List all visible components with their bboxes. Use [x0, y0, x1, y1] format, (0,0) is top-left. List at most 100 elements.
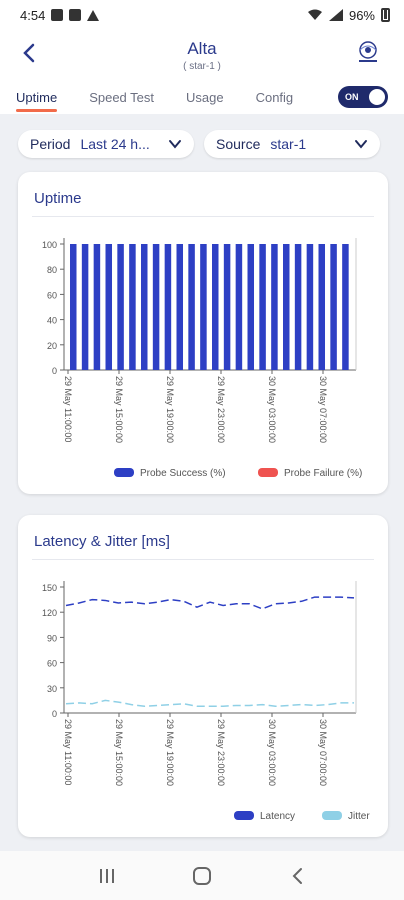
logo-icon[interactable] [354, 38, 382, 66]
uptime-bar [70, 244, 77, 370]
latency-card: Latency & Jitter [ms] 0 30 60 90 120 150 29 Ma… [18, 515, 388, 837]
uptime-bar [271, 244, 278, 370]
period-value: Last 24 h... [80, 136, 150, 152]
x-tick-label: 30 May 07:00:00 [318, 719, 328, 786]
y-tick-label: 90 [47, 633, 57, 643]
x-tick-label: 30 May 07:00:00 [318, 376, 328, 443]
legend-label: Latency [260, 811, 295, 822]
uptime-bar [247, 244, 255, 370]
notification-icon [69, 9, 82, 21]
uptime-bar [141, 244, 148, 370]
tab-bar: Uptime Speed Test Usage Config ON [0, 80, 404, 114]
uptime-bar [164, 244, 172, 370]
uptime-bar [306, 244, 314, 370]
y-tick-label: 40 [47, 316, 57, 326]
tab-speed-test[interactable]: Speed Test [89, 90, 154, 105]
x-tick-label: 29 May 15:00:00 [114, 376, 124, 443]
legend-swatch [322, 811, 342, 820]
latency-chart: 0 30 60 90 120 150 29 May 11:00:00 29 May 15:00… [42, 581, 370, 822]
legend-label: Probe Success (%) [140, 468, 226, 479]
uptime-bar [117, 244, 124, 370]
x-tick-label: 29 May 15:00:00 [114, 719, 124, 786]
card-divider [32, 216, 374, 217]
y-tick-label: 60 [47, 290, 57, 300]
x-tick-label: 29 May 23:00:00 [216, 376, 226, 443]
x-tick-label: 29 May 19:00:00 [165, 376, 175, 443]
source-select[interactable]: Source star-1 [204, 130, 380, 158]
tab-config[interactable]: Config [255, 90, 294, 105]
latency-line [65, 596, 355, 610]
system-nav-bar [0, 851, 404, 900]
uptime-bar [294, 244, 302, 370]
legend-swatch [258, 468, 278, 477]
uptime-bar [223, 244, 231, 370]
x-tick-label: 29 May 23:00:00 [216, 719, 226, 786]
uptime-bar [330, 244, 337, 370]
back-icon [292, 867, 302, 884]
y-tick-label: 150 [42, 583, 57, 593]
tab-uptime[interactable]: Uptime [16, 80, 58, 114]
x-tick-label: 29 May 11:00:00 [63, 376, 73, 442]
uptime-bar [259, 244, 266, 370]
status-time: 4:54 [20, 7, 46, 23]
uptime-bar [200, 244, 207, 370]
toggle-knob [369, 89, 385, 105]
uptime-bar [212, 244, 219, 370]
legend-swatch [234, 811, 254, 820]
wifi-icon [307, 9, 322, 20]
battery-icon [381, 8, 390, 22]
x-tick-label: 29 May 11:00:00 [63, 719, 73, 785]
uptime-bar [342, 244, 349, 370]
period-label: Period [30, 136, 71, 152]
x-tick-label: 29 May 19:00:00 [165, 719, 175, 786]
uptime-bar [81, 244, 89, 370]
card-divider [32, 559, 374, 560]
legend-swatch [114, 468, 134, 477]
chevron-down-icon [169, 140, 181, 149]
y-tick-label: 20 [47, 341, 57, 351]
back-button[interactable] [16, 40, 42, 66]
y-tick-label: 30 [47, 684, 57, 694]
tab-usage[interactable]: Usage [186, 90, 224, 105]
toggle-label: ON [345, 92, 359, 102]
latency-chart-title: Latency & Jitter [ms] [34, 533, 170, 550]
uptime-bar [283, 244, 290, 370]
uptime-chart: 0 20 40 60 80 100 29 May 11:00:00 29 May 15:00:… [42, 238, 362, 479]
uptime-bar [93, 244, 101, 370]
home-button[interactable] [182, 856, 222, 896]
status-bar: 4:54 96% [0, 0, 404, 30]
home-icon [192, 866, 211, 885]
y-tick-label: 0 [52, 709, 57, 719]
uptime-bar [105, 244, 113, 370]
page-title: Alta [187, 38, 217, 58]
message-icon [51, 9, 64, 21]
legend-label: Jitter [348, 811, 370, 822]
app-header: Alta ( star-1 ) [0, 30, 404, 80]
battery-percent: 96% [348, 7, 375, 23]
uptime-bar [188, 244, 195, 370]
period-select[interactable]: Period Last 24 h... [18, 130, 194, 158]
legend-label: Probe Failure (%) [284, 468, 362, 479]
signal-icon [328, 9, 343, 21]
uptime-bar [235, 244, 243, 370]
back-nav-button[interactable] [277, 856, 317, 896]
uptime-bar [129, 244, 136, 370]
y-tick-label: 120 [42, 608, 57, 618]
uptime-bar [318, 244, 326, 370]
filter-row: Period Last 24 h... Source star-1 [18, 130, 386, 158]
chevron-left-icon [23, 43, 35, 63]
x-tick-label: 30 May 03:00:00 [267, 376, 277, 443]
uptime-chart-title: Uptime [34, 190, 82, 207]
uptime-card: Uptime 0 20 40 60 80 100 29 May 11:00:00 29 May… [18, 172, 388, 494]
page-subtitle: ( star-1 ) [183, 60, 221, 72]
y-tick-label: 100 [42, 240, 57, 250]
uptime-bar [152, 244, 160, 370]
uptime-bar [176, 244, 184, 370]
recent-apps-button[interactable] [87, 856, 127, 896]
source-label: Source [216, 136, 261, 152]
y-tick-label: 0 [52, 366, 57, 376]
on-off-toggle[interactable]: ON [338, 86, 388, 108]
recent-apps-icon [100, 868, 115, 883]
y-tick-label: 60 [47, 659, 57, 669]
chevron-down-icon [355, 140, 367, 149]
